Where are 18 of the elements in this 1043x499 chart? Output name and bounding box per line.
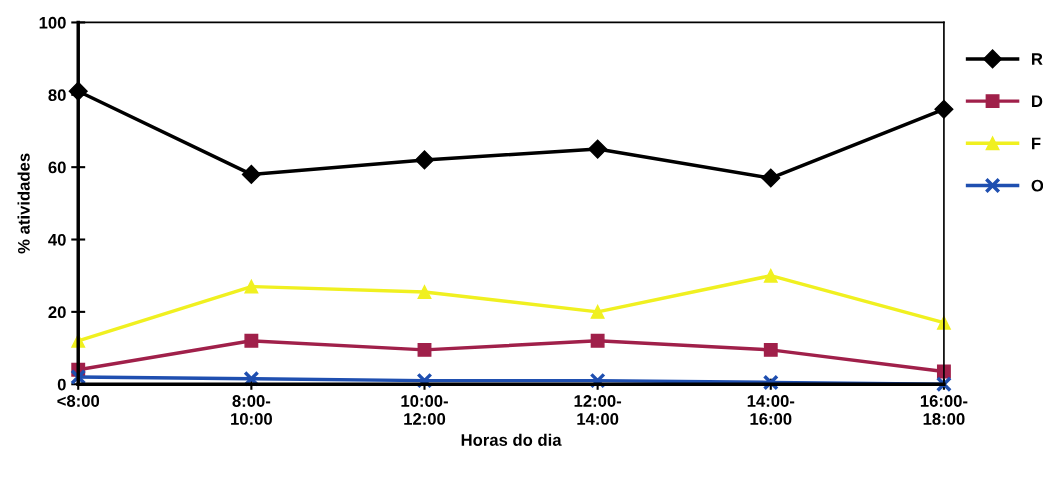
- x-tick-label: 12:00- 14:00: [574, 395, 622, 425]
- legend-label: O: [1031, 179, 1043, 192]
- x-tick-label: 10:00- 12:00: [401, 395, 448, 425]
- x-tick-label: 14:00- 16:00: [747, 395, 795, 425]
- y-tick-label: 0: [57, 378, 66, 391]
- y-tick-label: 60: [48, 161, 66, 174]
- x-axis-title: Horas do dia: [461, 433, 562, 446]
- x-tick-label: 16:00- 18:00: [920, 395, 968, 425]
- legend-label: D: [1032, 95, 1043, 107]
- legend-label: F: [1032, 137, 1041, 150]
- y-tick-label: 80: [48, 89, 66, 102]
- x-tick-label: 8:00- 10:00: [231, 395, 272, 425]
- x-tick-label: <8:00: [57, 395, 100, 407]
- y-tick-label: 40: [48, 233, 66, 246]
- y-axis-title: % atividades: [17, 153, 30, 254]
- y-tick-label: 20: [48, 306, 66, 319]
- legend-label: R: [1032, 53, 1043, 65]
- y-tick-label: 100: [39, 16, 66, 29]
